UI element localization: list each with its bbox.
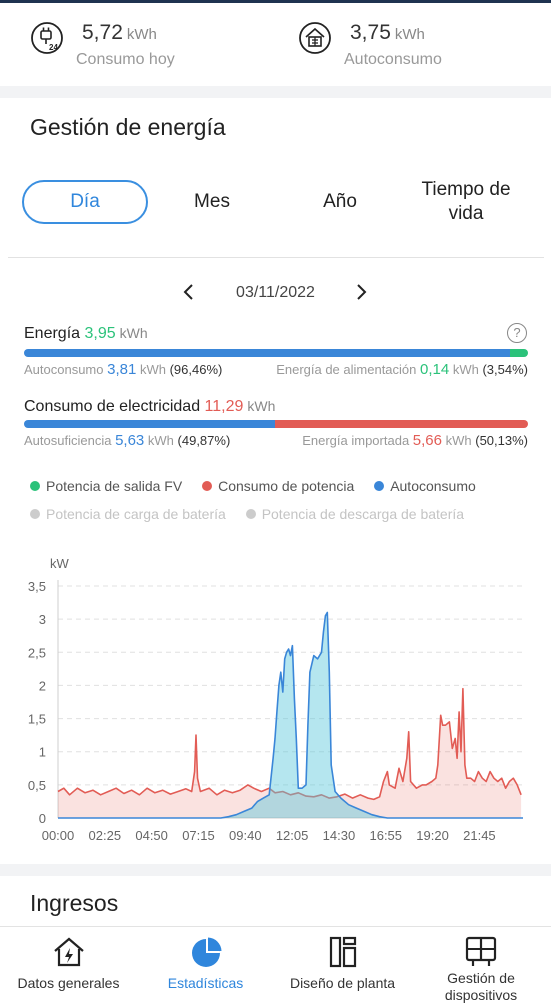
x-tick-label: 07:15 [182, 828, 215, 843]
ingresos-title: Ingresos [30, 890, 119, 916]
tab-ano[interactable]: Año [323, 191, 357, 212]
nav-estadisticas[interactable]: Estadísticas [137, 927, 274, 1001]
nav-label: Datos generales [17, 975, 120, 991]
legend-label: Potencia de carga de batería [46, 506, 226, 522]
consumo-electricidad-title: Consumo de electricidad 11,29 kWh [24, 398, 276, 415]
bottom-navigation: Datos generales Estadísticas Diseño de p… [0, 926, 551, 1003]
help-icon[interactable]: ? [507, 323, 527, 343]
tabs-divider [8, 257, 544, 258]
section-divider-2 [0, 864, 551, 876]
consumo-label: Consumo hoy [76, 51, 175, 68]
energia-summary: Energía 3,95 kWh Autoconsumo 3,81 kWh (96… [24, 325, 528, 385]
status-bar-edge [0, 0, 551, 3]
legend-dot [30, 509, 40, 519]
y-tick-label: 3 [39, 612, 46, 627]
legend-item-autoconsumo[interactable]: Autoconsumo [374, 478, 476, 494]
y-tick-label: 0,5 [28, 778, 46, 793]
chevron-left-icon [183, 284, 193, 300]
legend-label: Autoconsumo [390, 478, 476, 494]
nav-label: Gestión de dispositivos [444, 970, 518, 1003]
tab-dia[interactable]: Día [22, 180, 148, 224]
consumo-bar [24, 420, 528, 428]
series-area-consumo-de-potencia [58, 688, 522, 818]
house-bolt-icon [53, 937, 84, 967]
next-day-button[interactable] [354, 282, 368, 307]
series-area-autoconsumo [58, 612, 523, 818]
section-divider [0, 86, 551, 98]
layout-icon [329, 936, 356, 968]
power-chart-svg: kW 0 0,5 1 1,5 2 2,5 3 3,5 00:00 02:25 04:50 07:15 09… [28, 556, 523, 843]
x-tick-label: 16:55 [369, 828, 402, 843]
x-tick-label: 19:20 [416, 828, 449, 843]
y-tick-label: 1,5 [28, 712, 46, 727]
energia-bar-alimentacion [510, 349, 528, 357]
autoconsumo-label: Autoconsumo [344, 51, 442, 68]
y-tick-label: 0 [39, 811, 46, 826]
autosuficiencia-text: Autosuficiencia 5,63 kWh (49,87%) [24, 432, 231, 449]
x-tick-label: 00:00 [42, 828, 75, 843]
nav-label: Diseño de planta [289, 975, 396, 991]
autoconsumo-value: 3,75 kWh [350, 21, 425, 44]
nav-label: Estadísticas [167, 975, 244, 991]
chevron-right-icon [357, 284, 367, 300]
device-icon [465, 936, 497, 966]
y-tick-label: 2,5 [28, 645, 46, 660]
date-selector: 03/11/2022 [0, 282, 551, 308]
x-tick-label: 14:30 [323, 828, 356, 843]
consumo-bar-autosuficiencia [24, 420, 276, 428]
solar-house-icon [299, 22, 331, 54]
x-tick-label: 02:25 [89, 828, 122, 843]
series-line-consumo-de-potencia [57, 687, 522, 801]
pie-chart-icon [191, 937, 221, 967]
plug-24-icon: 24 [31, 22, 63, 54]
legend-dot [245, 509, 256, 519]
x-tick-label: 21:45 [463, 828, 496, 843]
legend-item-carga-bateria[interactable]: Potencia de carga de batería [30, 506, 226, 522]
chart-legend-row-2: Potencia de carga de batería Potencia de… [30, 506, 480, 522]
consumo-value: 5,72 kWh [82, 21, 157, 44]
period-tabs: Día Mes Año Tiempo de vida [0, 170, 551, 234]
x-tick-label: 12:05 [276, 828, 309, 843]
nav-diseno-de-planta[interactable]: Diseño de planta [274, 927, 411, 1001]
legend-label: Potencia de salida FV [46, 478, 183, 494]
y-tick-label: 2 [39, 678, 46, 693]
y-tick-label: 1 [39, 745, 46, 760]
legend-label: Consumo de potencia [218, 478, 355, 494]
nav-gestion-de-dispositivos[interactable]: Gestión de dispositivos [411, 927, 551, 1003]
nav-datos-generales[interactable]: Datos generales [0, 927, 137, 1001]
energia-bar-autoconsumo [24, 349, 511, 357]
importada-text: Energía importada 5,66 kWh (50,13%) [302, 432, 528, 449]
energia-autoconsumo-text: Autoconsumo 3,81 kWh (96,46%) [24, 361, 223, 378]
y-axis-unit-label: kW [50, 556, 70, 571]
legend-label: Potencia de descarga de batería [261, 506, 465, 522]
page-title: Gestión de energía [30, 114, 226, 140]
tab-mes[interactable]: Mes [194, 191, 230, 212]
energia-bar [24, 349, 528, 357]
summary-header: 24 5,72 kWh Consumo hoy 3,75 kWh Autoconsu… [0, 3, 551, 89]
tab-tiempo-de-vida[interactable]: Tiempo de vida [421, 179, 511, 224]
svg-text:24: 24 [49, 43, 58, 52]
previous-day-button[interactable] [182, 282, 196, 307]
legend-dot [30, 481, 40, 491]
energia-title: Energía 3,95 kWh [24, 325, 148, 342]
legend-item-consumo[interactable]: Consumo de potencia [202, 478, 354, 494]
consumo-bar-importada [275, 420, 528, 428]
legend-item-descarga-bateria[interactable]: Potencia de descarga de batería [245, 506, 465, 522]
legend-item-pv[interactable]: Potencia de salida FV [30, 478, 182, 494]
power-chart[interactable]: kW 0 0,5 1 1,5 2 2,5 3 3,5 00:00 02:25 04:50 07:15 09… [0, 550, 551, 850]
consumo-electricidad-summary: Consumo de electricidad 11,29 kWh Autosuf… [24, 398, 528, 458]
y-tick-label: 3,5 [28, 579, 46, 594]
legend-dot [374, 481, 385, 491]
x-tick-label: 09:40 [229, 828, 262, 843]
energia-alimentacion-text: Energía de alimentación 0,14 kWh (3,54%) [276, 361, 528, 378]
x-tick-label: 04:50 [135, 828, 168, 843]
legend-dot [202, 481, 213, 491]
chart-legend-row-1: Potencia de salida FV Consumo de potenci… [30, 478, 492, 494]
series-line-autoconsumo [58, 611, 523, 819]
date-label[interactable]: 03/11/2022 [236, 284, 315, 301]
